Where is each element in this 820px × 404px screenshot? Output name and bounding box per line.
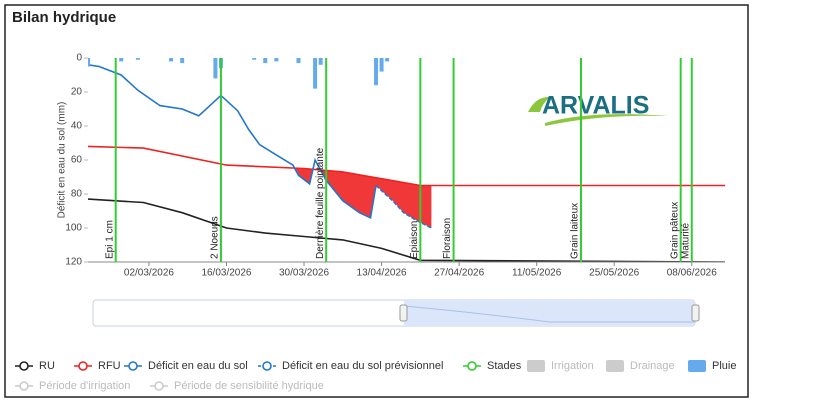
legend-marker: [19, 381, 29, 391]
legend-label: Drainage: [630, 360, 675, 372]
legend-swatch: [527, 360, 545, 372]
navigator[interactable]: [92, 299, 700, 327]
legend-label: Pluie: [712, 360, 736, 372]
logo-text: ARVALIS: [542, 92, 649, 120]
stage-label: Epiaison: [409, 221, 420, 259]
plot: [88, 58, 725, 262]
legend-item[interactable]: Irrigation: [527, 360, 594, 372]
rain-bar: [385, 58, 390, 62]
rain-bar: [180, 58, 185, 64]
stage-label: Floraison: [442, 218, 453, 259]
stage-label: Dernière feuille pointante: [315, 147, 326, 259]
legend-label: Déficit en eau du sol: [148, 360, 248, 372]
legend-item[interactable]: Déficit en eau du sol: [124, 360, 248, 372]
legend-marker: [128, 361, 138, 371]
y-axis-title: Déficit en eau du sol (mm): [57, 102, 68, 219]
series-line: [88, 64, 377, 219]
legend-label: Irrigation: [551, 360, 594, 372]
rain-bar: [169, 58, 174, 62]
x-tick-label: 16/03/2026: [201, 268, 251, 279]
rain-bar: [296, 58, 301, 64]
logo: ARVALIS: [528, 92, 668, 126]
navigator-handle[interactable]: [399, 304, 408, 322]
stage-label: Grain pâteux: [669, 202, 680, 259]
x-tick-label: 02/03/2026: [124, 268, 174, 279]
navigator-series: [403, 305, 695, 323]
x-tick-label: 25/05/2026: [589, 268, 639, 279]
stage-label: 2 Noeuds: [210, 216, 221, 259]
rain-bar: [318, 58, 323, 65]
rain-bar: [379, 58, 384, 72]
rain-bar: [252, 58, 257, 60]
y-tick-label: 80: [71, 189, 83, 200]
y-tick-label: 100: [65, 223, 82, 234]
legend-marker: [78, 361, 88, 371]
legend-item[interactable]: Drainage: [606, 360, 675, 372]
legend-marker: [154, 381, 164, 391]
x-tick-label: 30/03/2026: [279, 268, 329, 279]
rain-bar: [135, 58, 140, 60]
legend-label: Déficit en eau du sol prévisionnel: [282, 360, 443, 372]
legend-item[interactable]: RFU: [74, 360, 121, 372]
stage-label: Grain laiteux: [570, 203, 581, 259]
legend-item[interactable]: RU: [15, 360, 55, 372]
legend-label: RFU: [98, 360, 121, 372]
y-tick-label: 40: [71, 121, 83, 132]
legend-label: Stades: [487, 360, 522, 372]
rain-bar: [313, 58, 318, 89]
rain-bar: [88, 58, 90, 67]
rain-bar: [263, 58, 268, 64]
y-tick-label: 0: [76, 53, 82, 64]
stress-area: [88, 146, 377, 218]
navigator-handle[interactable]: [691, 304, 700, 322]
y-tick-label: 60: [71, 155, 83, 166]
chart-title: Bilan hydrique: [12, 9, 116, 26]
series-line: [375, 184, 432, 229]
legend-marker: [467, 361, 477, 371]
rain-bar: [374, 58, 379, 86]
stage-label: Epi 1 cm: [104, 220, 115, 259]
legend-item[interactable]: Déficit en eau du sol prévisionnel: [258, 360, 443, 372]
legend-swatch: [606, 360, 624, 372]
legend-label: RU: [39, 360, 55, 372]
stage-label: Maturité: [680, 222, 691, 259]
x-tick-label: 27/04/2026: [434, 268, 484, 279]
logo-swoosh: [545, 114, 668, 126]
x-tick-label: 13/04/2026: [357, 268, 407, 279]
legend-item[interactable]: Stades: [463, 360, 522, 372]
logo-leaf: [528, 96, 550, 112]
legend-marker: [19, 361, 29, 371]
rain-bar: [213, 58, 218, 79]
y-tick-label: 20: [71, 87, 83, 98]
series-line: [88, 198, 725, 262]
legend-item[interactable]: Pluie: [688, 360, 736, 372]
x-tick-label: 08/06/2026: [667, 268, 717, 279]
y-tick-label: 120: [65, 257, 82, 268]
rain-bar: [119, 58, 124, 62]
legend-marker: [262, 361, 272, 371]
legend-label: Période de sensibilité hydrique: [174, 380, 324, 392]
legend-item[interactable]: Période d'irrigation: [15, 380, 130, 392]
legend-swatch: [688, 360, 706, 372]
legend-label: Période d'irrigation: [39, 380, 130, 392]
legend-item[interactable]: Période de sensibilité hydrique: [150, 380, 324, 392]
rain-bar: [274, 58, 279, 62]
x-tick-label: 11/05/2026: [512, 268, 562, 279]
